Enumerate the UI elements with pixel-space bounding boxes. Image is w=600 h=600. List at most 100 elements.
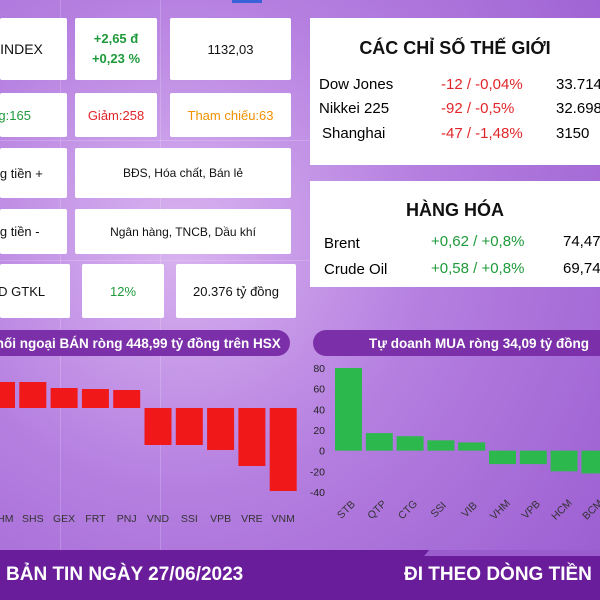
foreign-trading-banner-text: Khối ngoại BÁN ròng 448,99 tỷ đồng trên … <box>0 335 281 351</box>
prop-trading-chart: 80 60 40 20 0 -20 -40 STB QTP CTG SSI VIB VHM VPB HCM B… <box>310 363 600 523</box>
footer-accent <box>424 550 600 556</box>
commodity-row-value: 74,47 <box>563 233 600 250</box>
background-line <box>0 140 600 141</box>
advancers-cell: Tăng:165 <box>0 93 67 137</box>
bar <box>519 450 547 465</box>
bar <box>238 408 266 466</box>
gtkl-value: 20.376 tỷ đồng <box>192 283 280 299</box>
advancers-count: Tăng:165 <box>0 107 31 123</box>
x-tick-label: BCM <box>580 497 600 522</box>
bar <box>0 382 15 408</box>
inflow-label-cell: Dòng tiền + <box>0 148 67 198</box>
outflow-label: Dòng tiền - <box>0 224 40 239</box>
x-tick-label: HHM <box>0 513 13 525</box>
y-tick-label: -20 <box>310 466 325 478</box>
y-tick-label: 60 <box>313 384 325 396</box>
index-value: 1132,03 <box>207 41 254 57</box>
x-tick-label: SSI <box>181 513 198 525</box>
bar <box>489 450 516 465</box>
gtkl-pct-cell: 12% <box>82 264 164 318</box>
y-tick-label: 80 <box>313 363 325 375</box>
bar <box>581 450 600 474</box>
bar <box>113 390 141 408</box>
inflow-sectors-cell: BĐS, Hóa chất, Bán lẻ <box>75 148 291 198</box>
world-row-value: 33.714 <box>556 76 600 93</box>
gtkl-label-cell: GTGD GTKL <box>0 264 70 318</box>
x-tick-label: VND <box>147 513 170 525</box>
top-accent <box>232 0 262 3</box>
world-indices-panel: CÁC CHỈ SỐ THẾ GIỚI Dow Jones -12 / -0,0… <box>310 18 600 165</box>
bar <box>81 389 109 408</box>
world-row-name: Dow Jones <box>319 76 394 93</box>
bar <box>550 450 578 472</box>
commodity-row-value: 69,74 <box>563 260 600 277</box>
commodity-row-name: Crude Oil <box>324 261 388 278</box>
world-row-name: Nikkei 225 <box>319 100 390 117</box>
world-row-name: Shanghai <box>322 125 386 142</box>
bar <box>175 408 203 445</box>
outflow-sectors-cell: Ngân hàng, TNCB, Dầu khí <box>75 209 291 254</box>
decliners-count: Giảm:258 <box>87 107 145 123</box>
y-tick-label: 40 <box>313 404 325 416</box>
unchanged-count: Tham chiếu:63 <box>187 107 274 123</box>
world-row-value: 32.698 <box>556 100 600 117</box>
x-tick-label: STB <box>335 498 358 521</box>
bar <box>269 408 297 491</box>
x-tick-label: CTG <box>396 498 420 522</box>
index-change-cell: +2,65 đ +0,23 % <box>75 18 157 80</box>
world-row-value: 3150 <box>556 125 590 142</box>
x-tick-label: VNM <box>272 513 295 525</box>
y-tick-label: 0 <box>319 446 325 458</box>
decliners-cell: Giảm:258 <box>75 93 157 137</box>
gtkl-pct: 12% <box>109 283 137 299</box>
bar <box>396 436 424 451</box>
foreign-trading-chart: HHM SHS GEX FRT PNJ VND SSI VPB VRE VNM <box>0 382 297 525</box>
index-name-cell: VN-INDEX <box>0 18 67 80</box>
commodity-row-name: Brent <box>324 235 360 252</box>
gtkl-label: GTGD GTKL <box>0 283 46 299</box>
x-tick-label: VRE <box>241 513 263 525</box>
footer: BẢN TIN NGÀY 27/06/2023 ĐI THEO DÒNG TIỀ… <box>0 550 600 600</box>
world-row-change: -92 / -0,5% <box>441 100 515 117</box>
x-tick-label: PNJ <box>117 513 137 525</box>
world-indices-title: CÁC CHỈ SỐ THẾ GIỚI <box>359 38 551 58</box>
foreign-trading-banner: Khối ngoại BÁN ròng 448,99 tỷ đồng trên … <box>0 330 290 356</box>
outflow-sectors: Ngân hàng, TNCB, Dầu khí <box>110 224 256 239</box>
footer-date: BẢN TIN NGÀY 27/06/2023 <box>6 564 244 585</box>
bar <box>335 368 362 451</box>
bar <box>50 388 78 408</box>
commodity-row-change: +0,58 / +0,8% <box>431 260 525 277</box>
x-tick-label: VPB <box>520 498 543 521</box>
commodities-panel: HÀNG HÓA Brent +0,62 / +0,8% 74,47 Crude… <box>310 181 600 287</box>
x-tick-label: VIB <box>459 500 479 520</box>
x-tick-label: VPB <box>210 513 231 525</box>
bar <box>365 433 393 451</box>
prop-trading-banner: Tự doanh MUA ròng 34,09 tỷ đồng <box>313 330 600 356</box>
x-tick-label: SHS <box>22 513 44 525</box>
index-change-points: +2,65 đ <box>93 31 139 46</box>
bar <box>19 382 47 408</box>
x-tick-label: VHM <box>488 497 513 522</box>
commodities-title: HÀNG HÓA <box>406 200 504 220</box>
background-line <box>0 260 600 261</box>
x-tick-label: QTP <box>365 498 389 522</box>
outflow-label-cell: Dòng tiền - <box>0 209 67 254</box>
unchanged-cell: Tham chiếu:63 <box>170 93 291 137</box>
index-name: VN-INDEX <box>0 41 43 57</box>
bar <box>427 440 455 451</box>
commodity-row-change: +0,62 / +0,8% <box>431 233 525 250</box>
bar <box>207 408 235 450</box>
x-tick-label: FRT <box>85 513 106 525</box>
bar <box>458 442 486 451</box>
prop-trading-banner-text: Tự doanh MUA ròng 34,09 tỷ đồng <box>369 335 590 351</box>
inflow-label: Dòng tiền + <box>0 165 43 181</box>
x-tick-label: GEX <box>53 513 75 525</box>
x-tick-label: HCM <box>549 497 574 522</box>
inflow-sectors: BĐS, Hóa chất, Bán lẻ <box>122 166 244 180</box>
gtkl-value-cell: 20.376 tỷ đồng <box>176 264 296 318</box>
x-tick-label: SSI <box>429 500 449 520</box>
world-row-change: -47 / -1,48% <box>441 125 523 142</box>
world-row-change: -12 / -0,04% <box>441 76 523 93</box>
y-tick-label: 20 <box>313 425 325 437</box>
footer-slogan: ĐI THEO DÒNG TIỀN <box>404 564 592 585</box>
